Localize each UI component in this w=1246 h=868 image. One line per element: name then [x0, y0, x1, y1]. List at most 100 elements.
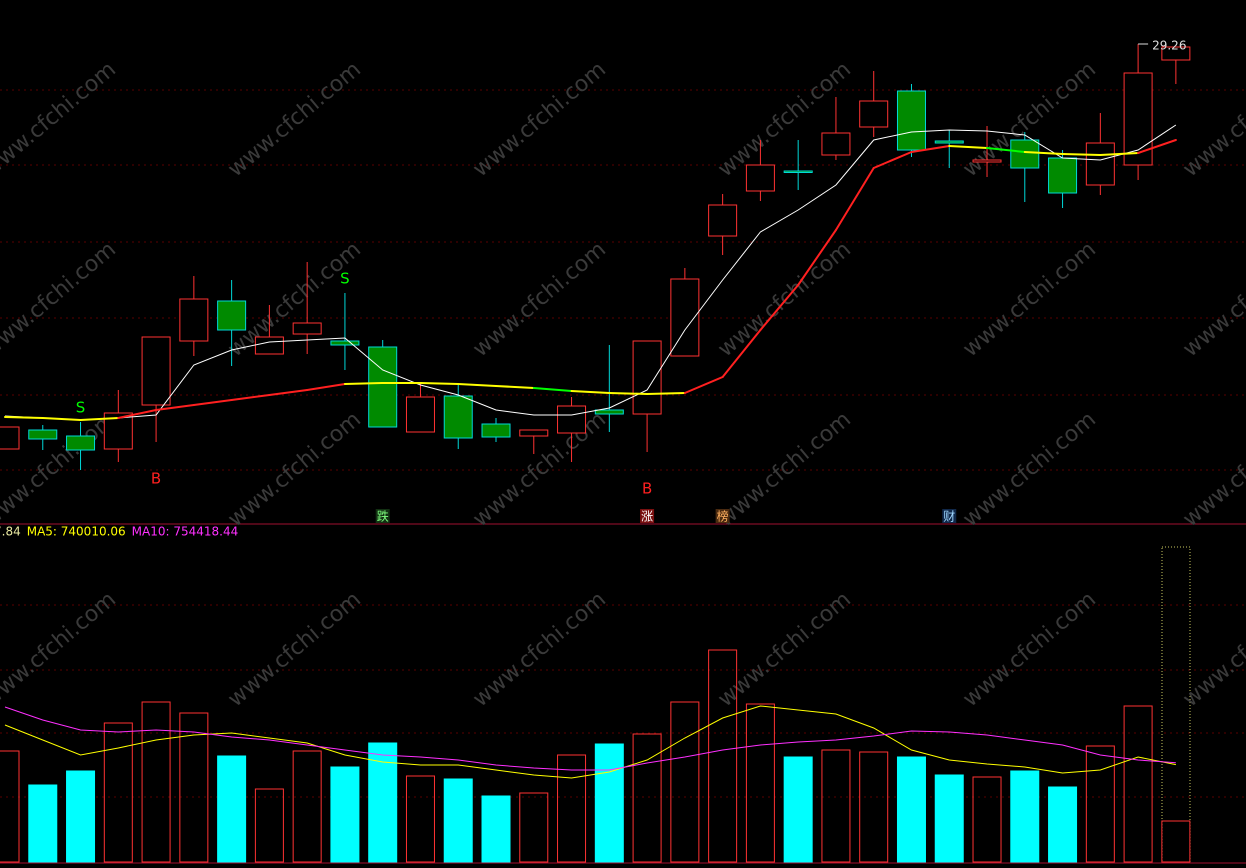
- volume-bar: [28, 784, 58, 863]
- price-ma10-segment: [834, 167, 875, 231]
- price-ma10-segment: [872, 151, 913, 169]
- price-ma10-segment: [797, 229, 837, 286]
- candle-body: [443, 395, 473, 439]
- candle-body: [330, 340, 360, 346]
- event-label: 财: [943, 510, 955, 524]
- candle-body: [594, 409, 624, 415]
- price-ma10-segment: [268, 389, 309, 396]
- volume-bar: [1085, 745, 1115, 863]
- price-ma10-segment: [41, 417, 82, 421]
- candle-body: [1161, 46, 1191, 61]
- candle-body: [481, 423, 511, 438]
- volume-bar: [481, 795, 511, 863]
- volume-bar: [1048, 786, 1078, 863]
- volume-bar: [179, 712, 209, 863]
- price-ma10-segment: [910, 145, 951, 153]
- candle-body: [1085, 142, 1115, 186]
- volume-bar: [708, 649, 738, 863]
- event-badge: [375, 509, 390, 523]
- volume-bar: [368, 742, 398, 863]
- volume-bar: [557, 754, 587, 863]
- candle-body: [1123, 72, 1153, 166]
- event-label: 榜: [717, 509, 729, 524]
- price-ma10-segment: [419, 382, 460, 385]
- signal-label: S: [76, 399, 86, 417]
- volume-bar: [594, 743, 624, 863]
- price-ma10-segment: [155, 404, 195, 411]
- high-label: 29.26: [1152, 39, 1186, 53]
- candle-body: [1048, 157, 1078, 194]
- volume-ma-line: [4, 706, 1176, 771]
- candle-body: [708, 204, 738, 237]
- volume-bar: [934, 774, 964, 863]
- candle-body: [519, 429, 549, 437]
- volume-bar: [66, 770, 96, 863]
- candle-body: [557, 405, 587, 434]
- candle-body: [217, 300, 247, 331]
- price-ma10-segment: [457, 383, 498, 387]
- candle-body: [292, 322, 322, 335]
- candle-body: [0, 426, 20, 450]
- price-ma10-segment: [986, 147, 1026, 153]
- price-ma10-segment: [608, 392, 649, 395]
- volume-bar: [217, 755, 247, 863]
- volume-bar: [0, 750, 20, 863]
- price-ma10-segment: [79, 417, 120, 421]
- volume-bar: [141, 701, 171, 863]
- candle-body: [368, 346, 398, 428]
- volume-bar: [103, 722, 133, 863]
- candle-body: [1010, 139, 1040, 169]
- signal-label: B: [151, 470, 161, 488]
- event-badge: [715, 509, 730, 523]
- volume-bar: [1010, 770, 1040, 863]
- volume-bar: [254, 788, 284, 863]
- candle-body: [783, 170, 813, 173]
- volume-bar: [519, 792, 549, 863]
- price-ma10-segment: [192, 399, 233, 406]
- price-ma10-segment: [1061, 153, 1102, 156]
- signal-label: S: [340, 270, 350, 288]
- event-badge: [942, 509, 957, 523]
- volume-bar: [783, 756, 813, 863]
- candle-body: [632, 340, 662, 415]
- volume-bar: [632, 733, 662, 863]
- signal-label: B: [642, 480, 652, 498]
- volume-bar: [292, 750, 322, 863]
- price-ma10-segment: [759, 284, 800, 331]
- event-label: 跌: [377, 509, 389, 524]
- volume-bar: [859, 751, 889, 863]
- candle-body: [972, 159, 1002, 163]
- price-ma10-segment: [683, 376, 724, 394]
- volume-bar: [896, 756, 926, 863]
- price-ma10-segment: [532, 387, 573, 392]
- volume-bar: [670, 701, 700, 863]
- candle-body: [254, 336, 284, 355]
- candle-body: [179, 298, 209, 342]
- volume-bar: [330, 766, 360, 863]
- candle-body: [405, 396, 435, 433]
- price-ma10-segment: [343, 382, 384, 385]
- volume-bar: [1123, 705, 1153, 863]
- price-ma10-segment: [570, 390, 611, 394]
- price-ma10-segment: [230, 394, 271, 401]
- candle-body: [859, 100, 889, 128]
- price-ma10-segment: [646, 392, 686, 395]
- price-ma10-segment: [306, 383, 346, 391]
- price-ma10-segment: [1099, 152, 1140, 156]
- volume-bar: [405, 775, 435, 863]
- event-label: 涨: [641, 509, 653, 524]
- volume-legend: 7.84: [0, 525, 21, 539]
- volume-bar: [821, 749, 851, 863]
- candle-body: [28, 429, 58, 440]
- price-ma10-segment: [117, 409, 158, 419]
- price-ma10-segment: [495, 385, 535, 389]
- event-badge: [640, 509, 655, 523]
- candle-body: [934, 140, 964, 144]
- candle-body: [66, 435, 96, 451]
- price-ma10-segment: [1137, 139, 1177, 154]
- price-ma5-line: [4, 124, 1177, 421]
- price-ma10-segment: [721, 329, 762, 378]
- candle-body: [745, 164, 775, 192]
- volume-ma-line: [4, 705, 1176, 779]
